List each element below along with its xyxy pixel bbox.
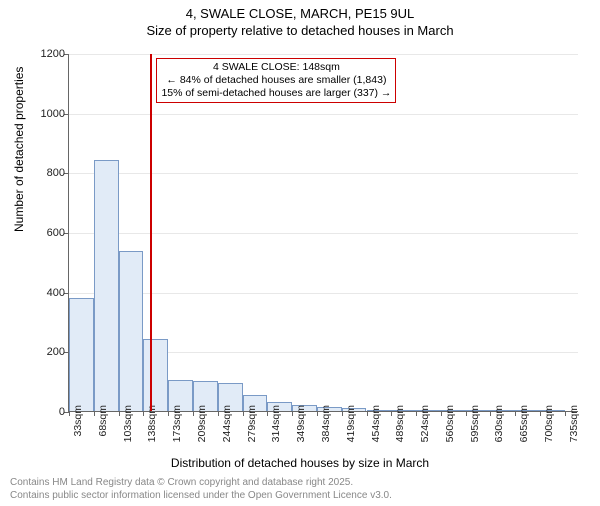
- histogram-bar: [119, 251, 144, 411]
- annotation-line: ← 84% of detached houses are smaller (1,…: [161, 74, 391, 87]
- xtick-mark: [565, 411, 566, 416]
- xtick-label: 489sqm: [394, 405, 406, 442]
- xtick-mark: [94, 411, 95, 416]
- gridline: [69, 233, 578, 234]
- xtick-label: 419sqm: [345, 405, 357, 442]
- footer-line-2: Contains public sector information licen…: [10, 490, 392, 503]
- annotation-box: 4 SWALE CLOSE: 148sqm← 84% of detached h…: [156, 58, 396, 103]
- ytick-label: 1000: [25, 108, 65, 120]
- xtick-mark: [168, 411, 169, 416]
- xtick-label: 700sqm: [543, 405, 555, 442]
- xtick-mark: [317, 411, 318, 416]
- xtick-mark: [490, 411, 491, 416]
- xtick-label: 173sqm: [171, 405, 183, 442]
- xtick-mark: [540, 411, 541, 416]
- y-axis-label: Number of detached properties: [12, 67, 26, 232]
- gridline: [69, 54, 578, 55]
- xtick-label: 630sqm: [493, 405, 505, 442]
- title-line-1: 4, SWALE CLOSE, MARCH, PE15 9UL: [0, 6, 600, 23]
- histogram-bar: [69, 298, 94, 411]
- xtick-mark: [69, 411, 70, 416]
- gridline: [69, 114, 578, 115]
- xtick-label: 68sqm: [97, 405, 109, 437]
- xtick-mark: [367, 411, 368, 416]
- x-axis-label: Distribution of detached houses by size …: [0, 456, 600, 470]
- xtick-label: 349sqm: [295, 405, 307, 442]
- xtick-mark: [342, 411, 343, 416]
- xtick-mark: [267, 411, 268, 416]
- ytick-label: 600: [25, 227, 65, 239]
- xtick-label: 735sqm: [568, 405, 580, 442]
- xtick-mark: [515, 411, 516, 416]
- histogram-bar: [94, 160, 119, 411]
- plot-area: 02004006008001000120033sqm68sqm103sqm138…: [68, 54, 578, 412]
- footer-attribution: Contains HM Land Registry data © Crown c…: [10, 477, 392, 502]
- xtick-label: 279sqm: [246, 405, 258, 442]
- xtick-label: 384sqm: [320, 405, 332, 442]
- ytick-label: 800: [25, 167, 65, 179]
- xtick-label: 524sqm: [419, 405, 431, 442]
- ytick-label: 0: [25, 406, 65, 418]
- xtick-label: 138sqm: [146, 405, 158, 442]
- ytick-label: 200: [25, 346, 65, 358]
- xtick-label: 454sqm: [370, 405, 382, 442]
- reference-line: [150, 54, 152, 411]
- xtick-mark: [292, 411, 293, 416]
- annotation-line: 15% of semi-detached houses are larger (…: [161, 87, 391, 100]
- ytick-label: 400: [25, 287, 65, 299]
- title-line-2: Size of property relative to detached ho…: [0, 23, 600, 40]
- xtick-mark: [391, 411, 392, 416]
- xtick-mark: [143, 411, 144, 416]
- xtick-mark: [119, 411, 120, 416]
- xtick-label: 665sqm: [518, 405, 530, 442]
- xtick-mark: [193, 411, 194, 416]
- xtick-mark: [243, 411, 244, 416]
- histogram-bar: [143, 339, 168, 411]
- gridline: [69, 173, 578, 174]
- annotation-line: 4 SWALE CLOSE: 148sqm: [161, 61, 391, 74]
- gridline: [69, 293, 578, 294]
- footer-line-1: Contains HM Land Registry data © Crown c…: [10, 477, 392, 490]
- xtick-mark: [218, 411, 219, 416]
- xtick-label: 314sqm: [270, 405, 282, 442]
- xtick-label: 560sqm: [444, 405, 456, 442]
- xtick-mark: [441, 411, 442, 416]
- xtick-label: 244sqm: [221, 405, 233, 442]
- xtick-label: 103sqm: [122, 405, 134, 442]
- xtick-mark: [466, 411, 467, 416]
- xtick-mark: [416, 411, 417, 416]
- chart-title: 4, SWALE CLOSE, MARCH, PE15 9UL Size of …: [0, 6, 600, 40]
- xtick-label: 595sqm: [469, 405, 481, 442]
- xtick-label: 33sqm: [72, 405, 84, 437]
- ytick-label: 1200: [25, 48, 65, 60]
- xtick-label: 209sqm: [196, 405, 208, 442]
